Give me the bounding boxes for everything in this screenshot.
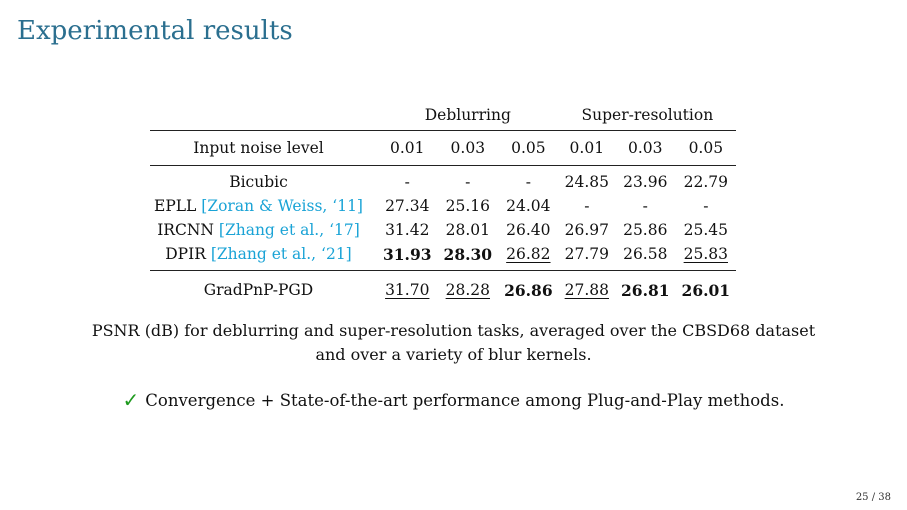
value-cell: 27.34 <box>385 197 430 215</box>
value-cell: 25.45 <box>683 221 728 239</box>
value-cell: - <box>525 173 531 191</box>
table-row-gradpnp-pgd: GradPnP-PGD 31.70 28.28 26.86 27.88 26.8… <box>150 271 736 306</box>
page-number: 25 / 38 <box>855 492 891 503</box>
value-cell: 26.40 <box>506 221 551 239</box>
value-cell-best: 26.86 <box>504 280 553 300</box>
results-table: Deblurring Super-resolution Input noise … <box>150 100 737 306</box>
value-cell: 25.86 <box>623 221 668 239</box>
value-cell: 25.16 <box>445 197 490 215</box>
value-cell-second: 25.83 <box>675 242 737 271</box>
method-name: Bicubic <box>229 173 288 191</box>
noise-level-cell: 0.01 <box>558 130 615 166</box>
value-cell: - <box>465 173 471 191</box>
value-cell: 24.85 <box>564 173 609 191</box>
noise-level-header: Input noise level <box>150 130 377 166</box>
value-cell-second: 31.70 <box>385 281 430 299</box>
method-name-cell: GradPnP-PGD <box>150 271 377 306</box>
table-row-epll: EPLL [Zoran & Weiss, ‘11] 27.34 25.16 24… <box>150 194 736 218</box>
value-cell-best: 26.01 <box>681 280 731 300</box>
value-cell-best: 26.81 <box>621 280 670 300</box>
method-name-cell: Bicubic <box>150 166 377 195</box>
noise-level-cell: 0.03 <box>615 130 676 166</box>
conclusion-line: ✓ Convergence + State-of-the-art performa… <box>0 388 907 412</box>
conclusion-text: Convergence + State-of-the-art performan… <box>145 391 785 410</box>
value-cell: - <box>703 197 709 215</box>
method-name: GradPnP-PGD <box>203 281 314 299</box>
table-corner-cell <box>150 100 377 131</box>
value-cell: 23.96 <box>623 173 668 191</box>
noise-level-cell: 0.03 <box>437 130 499 166</box>
value-cell: 22.79 <box>683 173 728 191</box>
table-row-bicubic: Bicubic - - - 24.85 23.96 22.79 <box>150 166 736 195</box>
value-cell: - <box>584 197 590 215</box>
value-cell-second: 26.82 <box>498 242 559 271</box>
value-cell: 31.42 <box>385 221 430 239</box>
value-cell: 26.97 <box>564 221 609 239</box>
noise-level-cell: 0.05 <box>675 130 737 166</box>
noise-level-cell: 0.01 <box>376 130 438 166</box>
method-name: DPIR <box>165 245 206 263</box>
value-cell: 26.58 <box>615 242 676 271</box>
slide-title: Experimental results <box>17 16 293 46</box>
value-cell: 28.01 <box>445 221 490 239</box>
value-cell-second: 28.28 <box>445 281 490 299</box>
citation-link[interactable]: [Zhang et al., ‘21] <box>210 245 352 263</box>
table-row-dpir: DPIR [Zhang et al., ‘21] 31.93 28.30 26.… <box>150 242 737 271</box>
method-name-cell: IRCNN [Zhang et al., ‘17] <box>150 218 377 242</box>
table-caption: PSNR (dB) for deblurring and super-resol… <box>40 319 867 367</box>
value-cell-best: 28.30 <box>437 242 499 271</box>
group-header-deblurring: Deblurring <box>424 106 511 124</box>
method-name-cell: DPIR [Zhang et al., ‘21] <box>150 242 377 271</box>
value-cell: 24.04 <box>506 197 551 215</box>
value-cell: - <box>404 173 410 191</box>
value-cell: 27.79 <box>558 242 615 271</box>
citation-link[interactable]: [Zoran & Weiss, ‘11] <box>201 197 363 215</box>
value-cell-best: 31.93 <box>376 242 438 271</box>
table-header-row: Input noise level 0.01 0.03 0.05 0.01 0.… <box>150 130 737 166</box>
caption-line-2: and over a variety of blur kernels. <box>315 345 592 364</box>
caption-line-1: PSNR (dB) for deblurring and super-resol… <box>91 321 816 340</box>
noise-level-cell: 0.05 <box>498 130 559 166</box>
value-cell: - <box>642 197 648 215</box>
citation-link[interactable]: [Zhang et al., ‘17] <box>218 221 360 239</box>
check-icon: ✓ <box>122 388 140 412</box>
table-row-ircnn: IRCNN [Zhang et al., ‘17] 31.42 28.01 26… <box>150 218 736 242</box>
method-name: IRCNN <box>157 221 214 239</box>
value-cell-second: 27.88 <box>564 281 609 299</box>
group-header-super-resolution: Super-resolution <box>581 106 714 124</box>
method-name: EPLL <box>154 197 197 215</box>
table-group-header-row: Deblurring Super-resolution <box>150 100 736 131</box>
method-name-cell: EPLL [Zoran & Weiss, ‘11] <box>150 194 377 218</box>
